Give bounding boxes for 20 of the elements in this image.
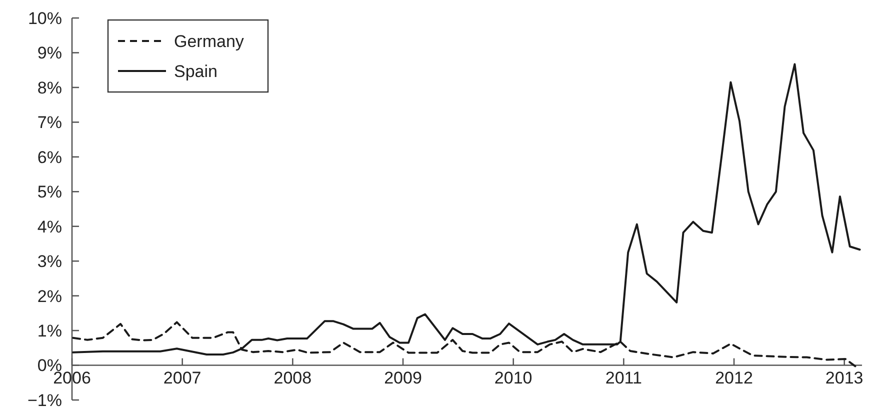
legend-label: Spain (174, 62, 218, 81)
x-tick-label: 2010 (494, 368, 532, 388)
y-tick-label: 4% (37, 217, 62, 236)
x-tick-label: 2007 (163, 368, 202, 388)
y-tick-label: 2% (37, 286, 62, 306)
y-tick-label: 6% (37, 148, 62, 167)
x-tick-label: 2013 (825, 368, 864, 388)
y-tick-label: 3% (37, 252, 62, 272)
x-tick-label: 2012 (715, 368, 753, 388)
y-tick-label: 5% (37, 182, 62, 202)
y-tick-label: 7% (37, 113, 62, 132)
y-tick-label: −1% (28, 390, 62, 410)
x-tick-label: 2008 (274, 368, 312, 388)
legend-label: Germany (174, 32, 244, 51)
y-tick-label: 1% (37, 321, 62, 340)
y-tick-label: 9% (37, 44, 62, 63)
y-tick-label: 10% (28, 8, 62, 28)
x-tick-label: 2011 (605, 368, 642, 388)
y-tick-label: 8% (37, 78, 62, 98)
x-tick-label: 2009 (384, 368, 422, 388)
